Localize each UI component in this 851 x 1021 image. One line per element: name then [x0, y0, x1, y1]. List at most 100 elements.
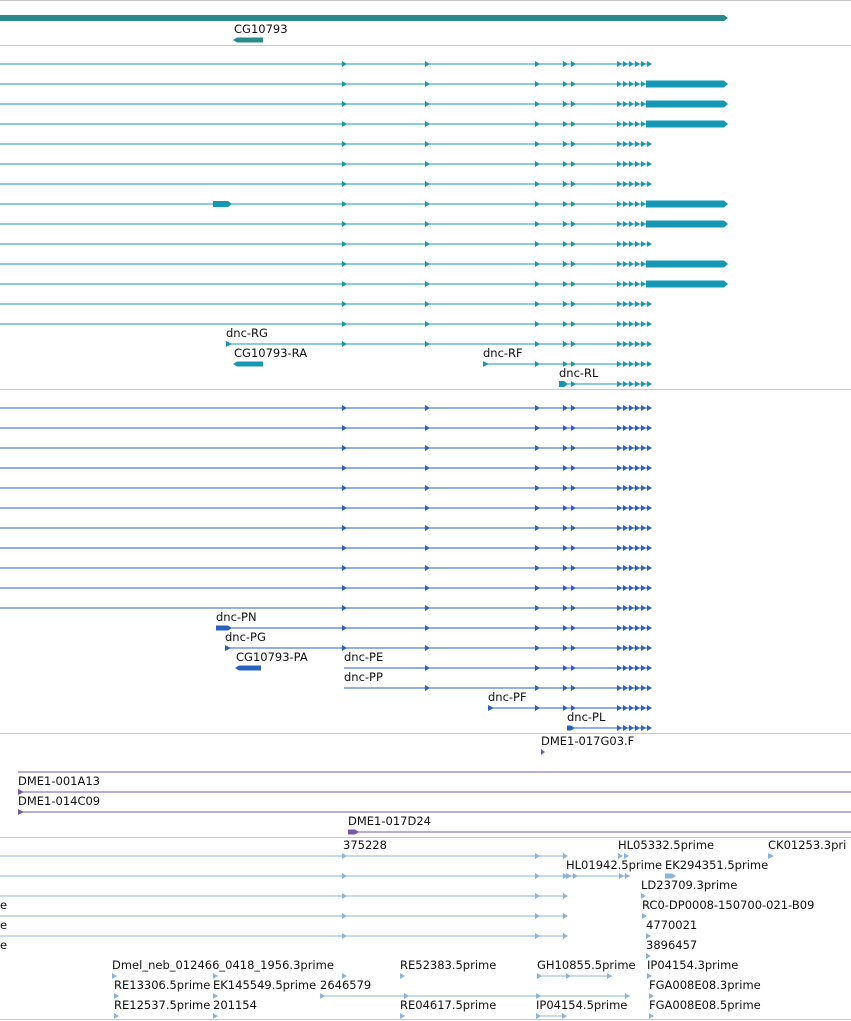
- exon-marker: [563, 425, 568, 431]
- transcript-label-dnc-rl[interactable]: dnc-RL: [559, 366, 599, 380]
- read-label[interactable]: CK01253.3pri: [768, 838, 847, 852]
- exon-marker: [563, 101, 568, 107]
- exon-marker: [617, 81, 622, 87]
- read-label[interactable]: GH10855.5prime: [537, 958, 636, 972]
- exon-marker: [571, 141, 576, 147]
- clone-label-dme1-014c09[interactable]: DME1-014C09: [18, 794, 101, 808]
- exon-marker: [563, 341, 568, 347]
- exon-marker: [563, 505, 568, 511]
- exon-marker: [629, 705, 634, 711]
- exon-marker: [623, 705, 628, 711]
- exon-marker: [425, 141, 430, 147]
- exon-marker: [566, 873, 572, 879]
- exon-marker: [623, 161, 628, 167]
- exon-marker: [623, 545, 628, 551]
- read-label[interactable]: e: [0, 918, 8, 932]
- read-label[interactable]: IP04154.5prime: [536, 998, 628, 1012]
- exon-marker: [571, 465, 576, 471]
- coding-block: [646, 80, 728, 88]
- exon-marker: [535, 405, 540, 411]
- clone-label-dme1-017g03f[interactable]: DME1-017G03.F: [541, 734, 635, 748]
- exon-marker: [213, 993, 218, 999]
- read-label[interactable]: FGA008E08.5prime: [649, 998, 761, 1012]
- exon-marker: [623, 445, 628, 451]
- read-label[interactable]: HL05332.5prime: [618, 838, 715, 852]
- exon-marker: [342, 485, 347, 491]
- coding-block: [567, 725, 575, 731]
- exon-marker: [647, 361, 652, 367]
- exon-marker: [641, 405, 646, 411]
- exon-marker: [213, 973, 218, 979]
- read-label[interactable]: LD23709.3prime: [641, 878, 738, 892]
- protein-label-cg10793-pa[interactable]: CG10793-PA: [236, 650, 308, 664]
- read-label[interactable]: RE52383.5prime: [400, 958, 497, 972]
- exon-marker: [342, 101, 347, 107]
- exon-marker: [114, 993, 119, 999]
- exon-marker: [623, 565, 628, 571]
- read-label[interactable]: RC0-DP0008-150700-021-B09: [642, 898, 815, 912]
- protein-label-dnc-pf[interactable]: dnc-PF: [488, 690, 527, 704]
- exon-marker: [571, 485, 576, 491]
- read-label[interactable]: IP04154.3prime: [647, 958, 739, 972]
- exon-marker: [425, 505, 430, 511]
- exon-marker: [617, 61, 622, 67]
- transcript-label-dnc-rg[interactable]: dnc-RG: [226, 326, 268, 340]
- exon-marker: [342, 873, 347, 879]
- transcript-label-dnc-rf[interactable]: dnc-RF: [483, 346, 523, 360]
- exon-marker: [617, 201, 622, 207]
- coding-block: [0, 15, 728, 21]
- exon-marker: [342, 241, 347, 247]
- read-label[interactable]: EK145549.5prime: [213, 978, 317, 992]
- exon-marker: [617, 181, 622, 187]
- read-label[interactable]: HL01942.5prime: [566, 858, 663, 872]
- exon-marker: [563, 61, 568, 67]
- read-label[interactable]: e: [0, 938, 8, 952]
- exon-marker: [563, 81, 568, 87]
- read-label[interactable]: Dmel_neb_012466_0418_1956.3prime: [112, 958, 334, 972]
- exon-marker: [641, 161, 646, 167]
- protein-label-dnc-pl[interactable]: dnc-PL: [567, 710, 606, 724]
- clone-label-dme1-001a13[interactable]: DME1-001A13: [18, 774, 100, 788]
- exon-marker: [563, 181, 568, 187]
- read-label[interactable]: EK294351.5prime: [665, 858, 769, 872]
- read-label[interactable]: RE04617.5prime: [400, 998, 497, 1012]
- transcript-label-cg10793-ra[interactable]: CG10793-RA: [234, 346, 308, 360]
- exon-marker: [635, 625, 640, 631]
- exon-marker: [647, 625, 652, 631]
- protein-label-dnc-pe[interactable]: dnc-PE: [344, 650, 384, 664]
- exon-marker: [320, 993, 325, 999]
- exon-marker: [623, 121, 628, 127]
- exon-marker: [629, 625, 634, 631]
- exon-marker: [563, 321, 568, 327]
- exon-marker: [535, 585, 540, 591]
- gene-label-cg10793[interactable]: CG10793: [234, 22, 288, 36]
- protein-label-dnc-pn[interactable]: dnc-PN: [216, 610, 257, 624]
- protein-label-dnc-pp[interactable]: dnc-PP: [344, 670, 383, 684]
- exon-marker: [629, 141, 634, 147]
- exon-marker: [635, 485, 640, 491]
- exon-marker: [563, 665, 568, 671]
- exon-marker: [647, 241, 652, 247]
- exon-marker: [647, 705, 652, 711]
- protein-label-dnc-pg[interactable]: dnc-PG: [225, 630, 266, 644]
- read-label[interactable]: FGA008E08.3prime: [649, 978, 761, 992]
- read-label[interactable]: 201154: [213, 998, 257, 1012]
- read-label[interactable]: 4770021: [646, 918, 698, 932]
- exon-marker: [617, 101, 622, 107]
- read-label[interactable]: RE13306.5prime: [114, 978, 211, 992]
- exon-marker: [342, 201, 347, 207]
- read-label[interactable]: RE12537.5prime: [114, 998, 211, 1012]
- exon-marker: [647, 301, 652, 307]
- exon-marker: [623, 685, 628, 691]
- exon-marker: [649, 1013, 654, 1019]
- clone-label-dme1-017d24[interactable]: DME1-017D24: [348, 814, 431, 828]
- exon-marker: [629, 645, 634, 651]
- read-label[interactable]: 3896457: [646, 938, 698, 952]
- read-label[interactable]: 2646579: [320, 978, 372, 992]
- coding-block: [665, 873, 676, 879]
- read-label[interactable]: e: [0, 898, 8, 912]
- exon-marker: [635, 81, 640, 87]
- read-label[interactable]: 375228: [343, 838, 387, 852]
